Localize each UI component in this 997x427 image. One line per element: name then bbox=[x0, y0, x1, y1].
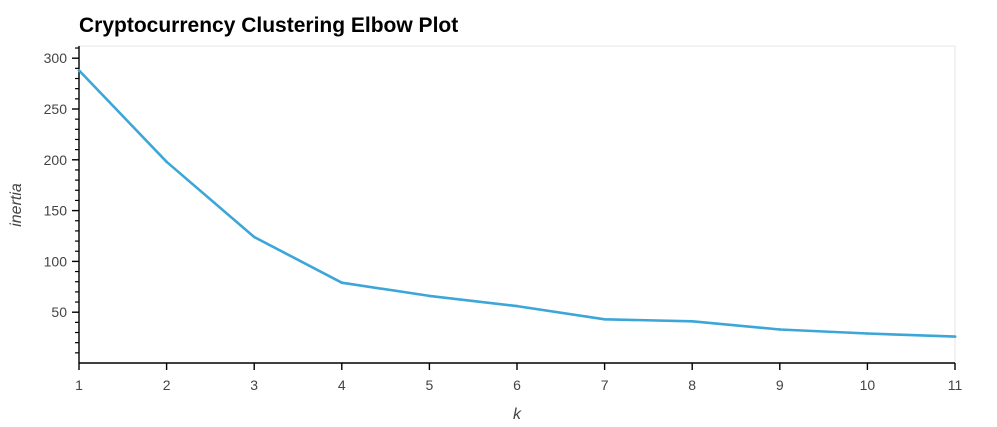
x-tick-label: 7 bbox=[601, 377, 609, 393]
series-group bbox=[77, 69, 957, 338]
y-tick-label: 100 bbox=[44, 253, 68, 269]
x-tick-label: 5 bbox=[426, 377, 434, 393]
data-point bbox=[515, 304, 519, 308]
x-tick-label: 11 bbox=[948, 377, 963, 393]
y-tick-label: 200 bbox=[44, 152, 68, 168]
x-tick-label: 4 bbox=[338, 377, 346, 393]
data-point bbox=[428, 294, 431, 298]
data-point bbox=[603, 318, 606, 321]
x-axis-label: k bbox=[513, 406, 522, 423]
data-point bbox=[252, 235, 256, 239]
y-tick-label: 250 bbox=[44, 101, 68, 117]
data-point bbox=[690, 320, 694, 323]
x-tick-label: 2 bbox=[163, 377, 171, 393]
data-point bbox=[778, 328, 782, 331]
y-axis-label: inertia bbox=[8, 183, 25, 227]
data-point bbox=[340, 281, 344, 285]
y-tick-label: 50 bbox=[51, 304, 67, 320]
chart-title: Cryptocurrency Clustering Elbow Plot bbox=[79, 14, 458, 37]
data-point bbox=[953, 335, 957, 338]
x-axis: 1 2 3 4 5 6 7 8 9 10 11 bbox=[75, 362, 963, 393]
plot-frame bbox=[78, 45, 956, 364]
x-tick-label: 6 bbox=[513, 377, 521, 393]
data-point bbox=[165, 160, 168, 164]
series-line bbox=[77, 69, 957, 338]
x-tick-label: 1 bbox=[75, 377, 83, 393]
data-point bbox=[866, 332, 869, 335]
y-tick-label: 300 bbox=[44, 50, 68, 66]
data-point bbox=[77, 69, 81, 72]
x-tick-label: 8 bbox=[688, 377, 696, 393]
y-tick-label: 150 bbox=[44, 203, 68, 219]
x-tick-label: 9 bbox=[776, 377, 784, 393]
y-axis: 50 100 150 200 250 300 bbox=[44, 46, 80, 363]
x-tick-label: 3 bbox=[250, 377, 258, 393]
x-tick-label: 10 bbox=[860, 377, 876, 393]
